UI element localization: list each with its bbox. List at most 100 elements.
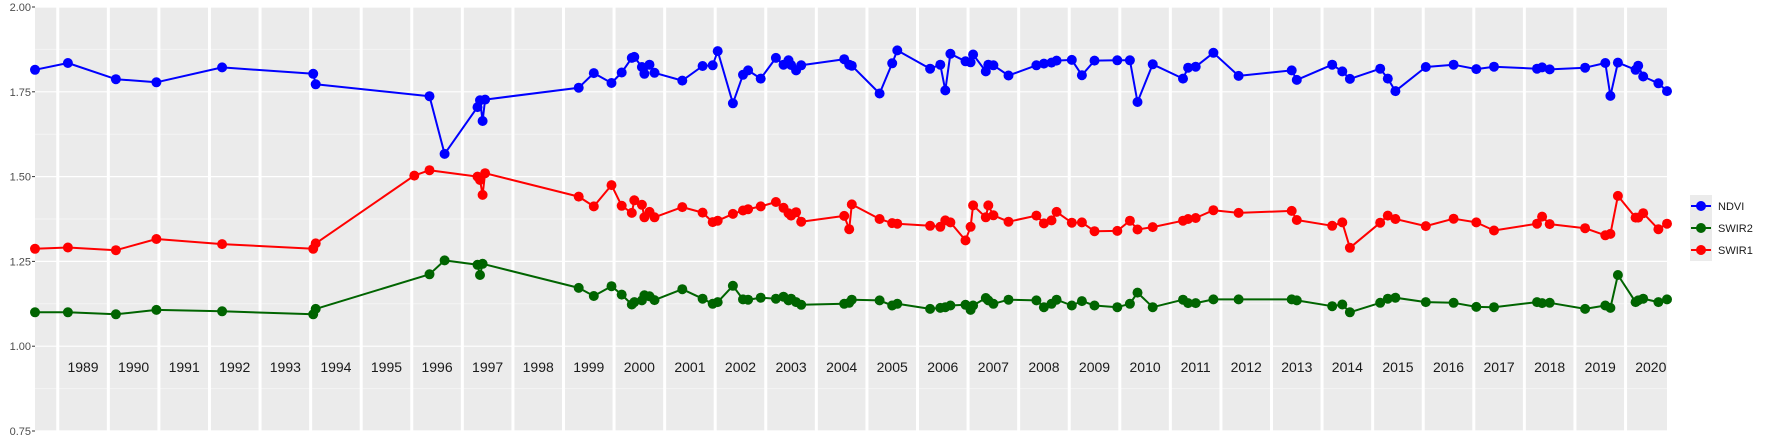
data-point-swir2: [475, 270, 485, 280]
year-label: 2004: [826, 359, 857, 375]
year-labels: 1989 1990 1991 1992 1993 1994 1995 1996 1997 1998…: [67, 359, 1666, 375]
data-point-ndvi: [1112, 55, 1123, 66]
data-point-ndvi: [217, 62, 228, 73]
data-point-swir2: [770, 293, 781, 304]
data-point-swir2: [1038, 302, 1049, 313]
data-point-ndvi: [796, 60, 807, 71]
legend-key-point: [1696, 201, 1706, 211]
data-point-swir2: [1327, 301, 1338, 312]
data-point-swir2: [1544, 297, 1555, 308]
data-point-swir1: [1580, 223, 1591, 234]
data-point-swir1: [1183, 214, 1194, 224]
data-point-swir2: [616, 289, 627, 300]
data-point-swir1: [965, 221, 976, 232]
data-point-ndvi: [770, 52, 781, 63]
data-point-swir1: [1066, 217, 1077, 228]
data-point-ndvi: [1638, 71, 1649, 82]
data-point-swir1: [727, 208, 738, 219]
data-point-swir2: [1031, 295, 1042, 306]
data-point-ndvi: [1471, 64, 1482, 75]
data-point-swir2: [588, 291, 599, 301]
data-point-swir2: [310, 303, 321, 314]
data-point-ndvi: [110, 74, 121, 85]
data-point-swir2: [677, 284, 688, 295]
data-point-swir1: [110, 245, 121, 256]
data-point-swir1: [712, 215, 723, 226]
data-point-swir2: [727, 280, 738, 291]
data-point-swir2: [1605, 302, 1616, 313]
data-point-ndvi: [308, 68, 319, 79]
data-point-swir2: [439, 255, 450, 266]
data-point-ndvi: [151, 77, 162, 88]
data-point-swir1: [755, 201, 766, 212]
data-point-ndvi: [945, 48, 956, 59]
data-point-ndvi: [1375, 63, 1386, 74]
data-point-swir1: [62, 242, 73, 253]
data-point-swir1: [1653, 224, 1664, 235]
y-axis: 0.75 1.00 1.25 1.50 1.75 2.00: [10, 2, 35, 438]
data-point-swir2: [1112, 302, 1123, 313]
year-label: 2011: [1181, 359, 1211, 375]
data-point-swir1: [649, 212, 660, 223]
data-point-swir1: [846, 199, 857, 210]
data-point-ndvi: [62, 58, 73, 68]
data-point-swir1: [1046, 215, 1057, 226]
year-label: 2016: [1433, 359, 1464, 375]
data-point-ndvi: [887, 58, 898, 69]
data-point-swir2: [1653, 297, 1664, 308]
data-point-swir2: [1537, 298, 1548, 309]
data-point-ndvi: [1132, 97, 1143, 107]
data-point-ndvi: [1147, 59, 1158, 70]
data-point-swir1: [477, 189, 488, 200]
y-tick-label: 1.75: [10, 87, 31, 99]
year-label: 2001: [674, 359, 705, 375]
data-point-swir2: [1489, 302, 1499, 313]
data-point-swir2: [1051, 294, 1062, 305]
data-point-swir2: [1662, 294, 1672, 305]
data-point-ndvi: [649, 67, 660, 78]
data-point-ndvi: [1286, 65, 1297, 76]
data-point-swir2: [1390, 292, 1401, 303]
data-point-swir2: [1471, 301, 1482, 312]
data-point-swir1: [1147, 222, 1158, 233]
legend-key-point: [1696, 223, 1706, 233]
data-point-swir2: [988, 298, 999, 309]
year-label: 1999: [573, 359, 604, 375]
year-label: 2017: [1484, 359, 1515, 375]
data-point-swir1: [1605, 228, 1616, 239]
year-label: 2000: [624, 359, 655, 375]
data-point-swir1: [1327, 220, 1338, 231]
y-tick-label: 1.00: [10, 341, 31, 353]
data-point-ndvi: [1448, 59, 1459, 70]
data-point-ndvi: [310, 79, 321, 90]
data-point-swir2: [1448, 297, 1459, 308]
data-point-swir2: [1124, 298, 1135, 309]
legend-label-swir2: SWIR2: [1718, 223, 1753, 235]
data-point-swir1: [626, 207, 637, 218]
data-point-swir1: [697, 207, 708, 218]
data-point-swir2: [217, 306, 228, 317]
data-point-ndvi: [727, 98, 738, 109]
data-point-swir1: [1638, 208, 1649, 219]
data-point-swir1: [1038, 218, 1049, 229]
data-point-ndvi: [1580, 62, 1591, 73]
data-point-swir2: [925, 303, 936, 314]
data-point-swir1: [1112, 225, 1123, 236]
data-point-swir2: [62, 307, 73, 318]
data-point-swir1: [1612, 190, 1623, 201]
data-point-swir1: [636, 199, 647, 210]
year-label: 2010: [1130, 359, 1161, 375]
year-label: 2013: [1281, 359, 1312, 375]
data-point-swir1: [310, 238, 321, 249]
data-point-swir2: [573, 282, 584, 293]
data-point-swir1: [1003, 216, 1014, 227]
year-label: 1997: [472, 359, 503, 375]
year-label: 1994: [320, 359, 351, 375]
legend-label-swir1: SWIR1: [1718, 245, 1753, 257]
data-point-swir1: [892, 218, 903, 229]
data-point-swir1: [1448, 213, 1459, 224]
year-label: 2002: [725, 359, 756, 375]
year-label: 1998: [523, 359, 554, 375]
data-point-swir2: [1344, 307, 1355, 318]
year-label: 2005: [877, 359, 908, 375]
